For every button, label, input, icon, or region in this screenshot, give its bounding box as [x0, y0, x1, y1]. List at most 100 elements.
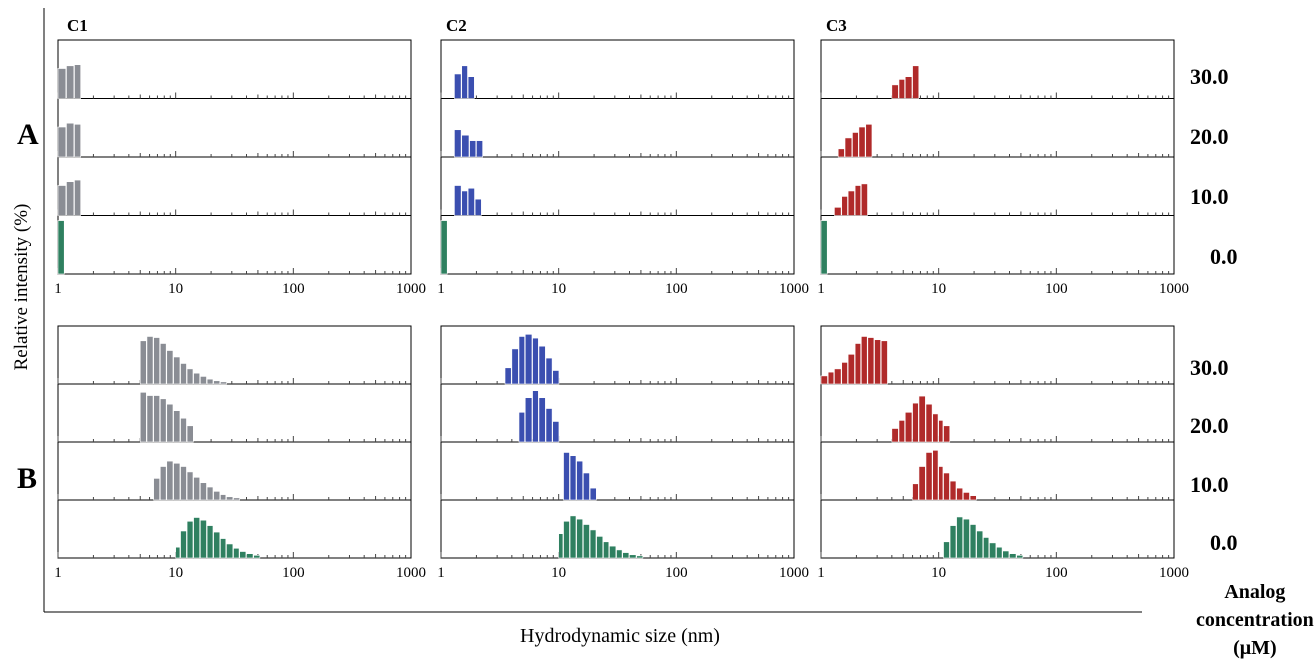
bar-a-c1-30.0-1 — [66, 65, 75, 99]
bar-a-c3-10.0-4 — [860, 183, 868, 216]
bar-b-c1-30.0-0 — [139, 340, 147, 385]
bar-b-c3-10.0-7 — [956, 487, 964, 501]
x-tick-label-a-c1-10: 10 — [168, 281, 183, 297]
bar-b-c2-20.0-2 — [532, 390, 539, 443]
bar-b-c1-10.0-5 — [186, 471, 194, 501]
x-tick-label-a-c1-100: 100 — [282, 281, 305, 297]
bar-b-c1-0.0-12 — [253, 554, 261, 559]
bar-b-c1-0.0-8 — [226, 543, 234, 559]
bar-b-c2-20.0-1 — [524, 397, 533, 443]
concentration-a-0: 0.0 — [1210, 244, 1238, 269]
bar-b-c3-20.0-8 — [943, 425, 951, 443]
column-label-c3: C3 — [826, 16, 847, 35]
bar-b-c1-20.0-6 — [180, 417, 187, 443]
bar-b-c3-20.0-1 — [898, 420, 905, 443]
bar-b-c1-30.0-9 — [200, 376, 207, 385]
bar-a-c2-20.0-0 — [454, 129, 462, 158]
bar-b-c2-30.0-7 — [552, 370, 560, 385]
bar-b-c3-10.0-9 — [969, 495, 977, 501]
x-tick-label-b-c2-1: 1 — [437, 565, 445, 581]
bar-a-c3-20.0-4 — [865, 124, 873, 158]
bar-b-c2-30.0-3 — [524, 334, 533, 385]
bar-a-c2-20.0-3 — [476, 140, 483, 158]
bar-b-c2-30.0-6 — [545, 357, 553, 385]
bar-b-c3-0.0-3 — [963, 518, 970, 559]
bar-b-c2-0.0-11 — [629, 554, 637, 559]
bar-b-c2-0.0-10 — [622, 552, 630, 559]
bar-b-c2-10.0-4 — [589, 487, 597, 501]
bar-b-c3-30.0-3 — [841, 362, 848, 385]
bar-a-c3-20.0-1 — [844, 137, 853, 158]
bar-b-c3-20.0-0 — [891, 428, 899, 443]
bar-b-c3-20.0-7 — [938, 420, 944, 443]
x-tick-label-a-c3-10: 10 — [931, 281, 946, 297]
concentration-a-10: 10.0 — [1190, 184, 1229, 209]
row-label-a: A — [17, 118, 39, 151]
x-tick-label-b-c1-1000: 1000 — [396, 565, 426, 581]
x-tick-label-b-c2-100: 100 — [665, 565, 688, 581]
bar-a-c3-10.0-3 — [854, 185, 861, 216]
bar-b-c2-10.0-1 — [569, 455, 577, 501]
bar-a-c3-30.0-0 — [891, 84, 899, 99]
bar-a-c1-20.0-0 — [57, 126, 67, 158]
bar-b-c2-0.0-1 — [563, 520, 570, 559]
bar-b-c2-20.0-0 — [518, 411, 525, 443]
bar-b-c3-0.0-5 — [976, 530, 984, 559]
bar-b-c2-30.0-5 — [538, 345, 546, 385]
bar-a-c3-30.0-3 — [912, 65, 920, 99]
bar-b-c3-10.0-0 — [912, 483, 919, 501]
bar-b-c1-0.0-2 — [186, 520, 194, 559]
bar-a-c2-30.0-0 — [454, 73, 462, 99]
bar-a-c2-30.0-2 — [467, 76, 475, 99]
bar-b-c2-0.0-0 — [558, 533, 564, 559]
bar-a-c1-0.0-0 — [57, 220, 65, 275]
bar-b-c3-30.0-6 — [860, 336, 868, 385]
bar-b-c3-0.0-4 — [969, 524, 977, 559]
bar-a-c3-20.0-3 — [858, 126, 866, 158]
bar-b-c1-10.0-10 — [220, 494, 227, 501]
bar-b-c2-20.0-4 — [545, 408, 553, 443]
bar-b-c1-30.0-12 — [220, 381, 227, 385]
bar-b-c3-30.0-9 — [880, 340, 888, 385]
bar-b-c3-0.0-10 — [1009, 553, 1017, 559]
legend-title: Analog concentration (μM) — [1196, 578, 1314, 662]
bar-a-c1-30.0-2 — [74, 64, 81, 99]
bar-b-c3-0.0-7 — [989, 542, 997, 559]
bar-b-c3-0.0-6 — [983, 537, 990, 559]
bar-b-c2-30.0-0 — [504, 367, 512, 385]
bar-b-c3-20.0-3 — [912, 402, 919, 443]
bar-b-c3-20.0-5 — [925, 403, 933, 443]
x-tick-label-b-c2-1000: 1000 — [779, 565, 809, 581]
bar-b-c1-10.0-6 — [193, 477, 201, 501]
bar-a-c2-10.0-0 — [454, 185, 462, 216]
bar-b-c3-30.0-0 — [820, 375, 828, 385]
bar-b-c2-20.0-5 — [552, 421, 560, 443]
x-tick-label-b-c3-10: 10 — [931, 565, 946, 581]
bar-b-c1-20.0-0 — [139, 392, 147, 443]
bar-b-c1-0.0-0 — [175, 546, 181, 559]
bar-a-c3-20.0-0 — [837, 148, 845, 158]
bar-b-c3-20.0-4 — [918, 395, 926, 443]
x-tick-label-a-c3-1: 1 — [817, 281, 825, 297]
bar-b-c2-0.0-12 — [636, 555, 644, 559]
concentration-a-20: 20.0 — [1190, 124, 1229, 149]
bar-b-c1-0.0-4 — [200, 519, 207, 559]
bar-b-c3-0.0-9 — [1002, 550, 1010, 559]
bar-b-c3-10.0-5 — [943, 472, 950, 501]
bar-a-c3-30.0-2 — [904, 76, 913, 99]
x-tick-label-b-c1-1: 1 — [54, 565, 62, 581]
bar-b-c3-30.0-8 — [874, 339, 881, 385]
bar-b-c1-10.0-12 — [233, 497, 241, 501]
x-tick-label-b-c3-100: 100 — [1045, 565, 1068, 581]
bar-a-c2-0.0-0 — [440, 220, 448, 275]
bar-b-c1-0.0-3 — [193, 517, 201, 559]
bar-a-c1-30.0-0 — [57, 68, 67, 99]
x-tick-label-b-c1-100: 100 — [282, 565, 305, 581]
legend-title-line-1: Analog — [1224, 581, 1286, 603]
bar-b-c2-0.0-8 — [609, 545, 617, 559]
bar-b-c1-10.0-9 — [213, 491, 221, 501]
bar-b-c1-20.0-4 — [166, 403, 174, 443]
bar-b-c2-0.0-4 — [583, 524, 590, 559]
bar-b-c3-10.0-2 — [925, 452, 933, 501]
